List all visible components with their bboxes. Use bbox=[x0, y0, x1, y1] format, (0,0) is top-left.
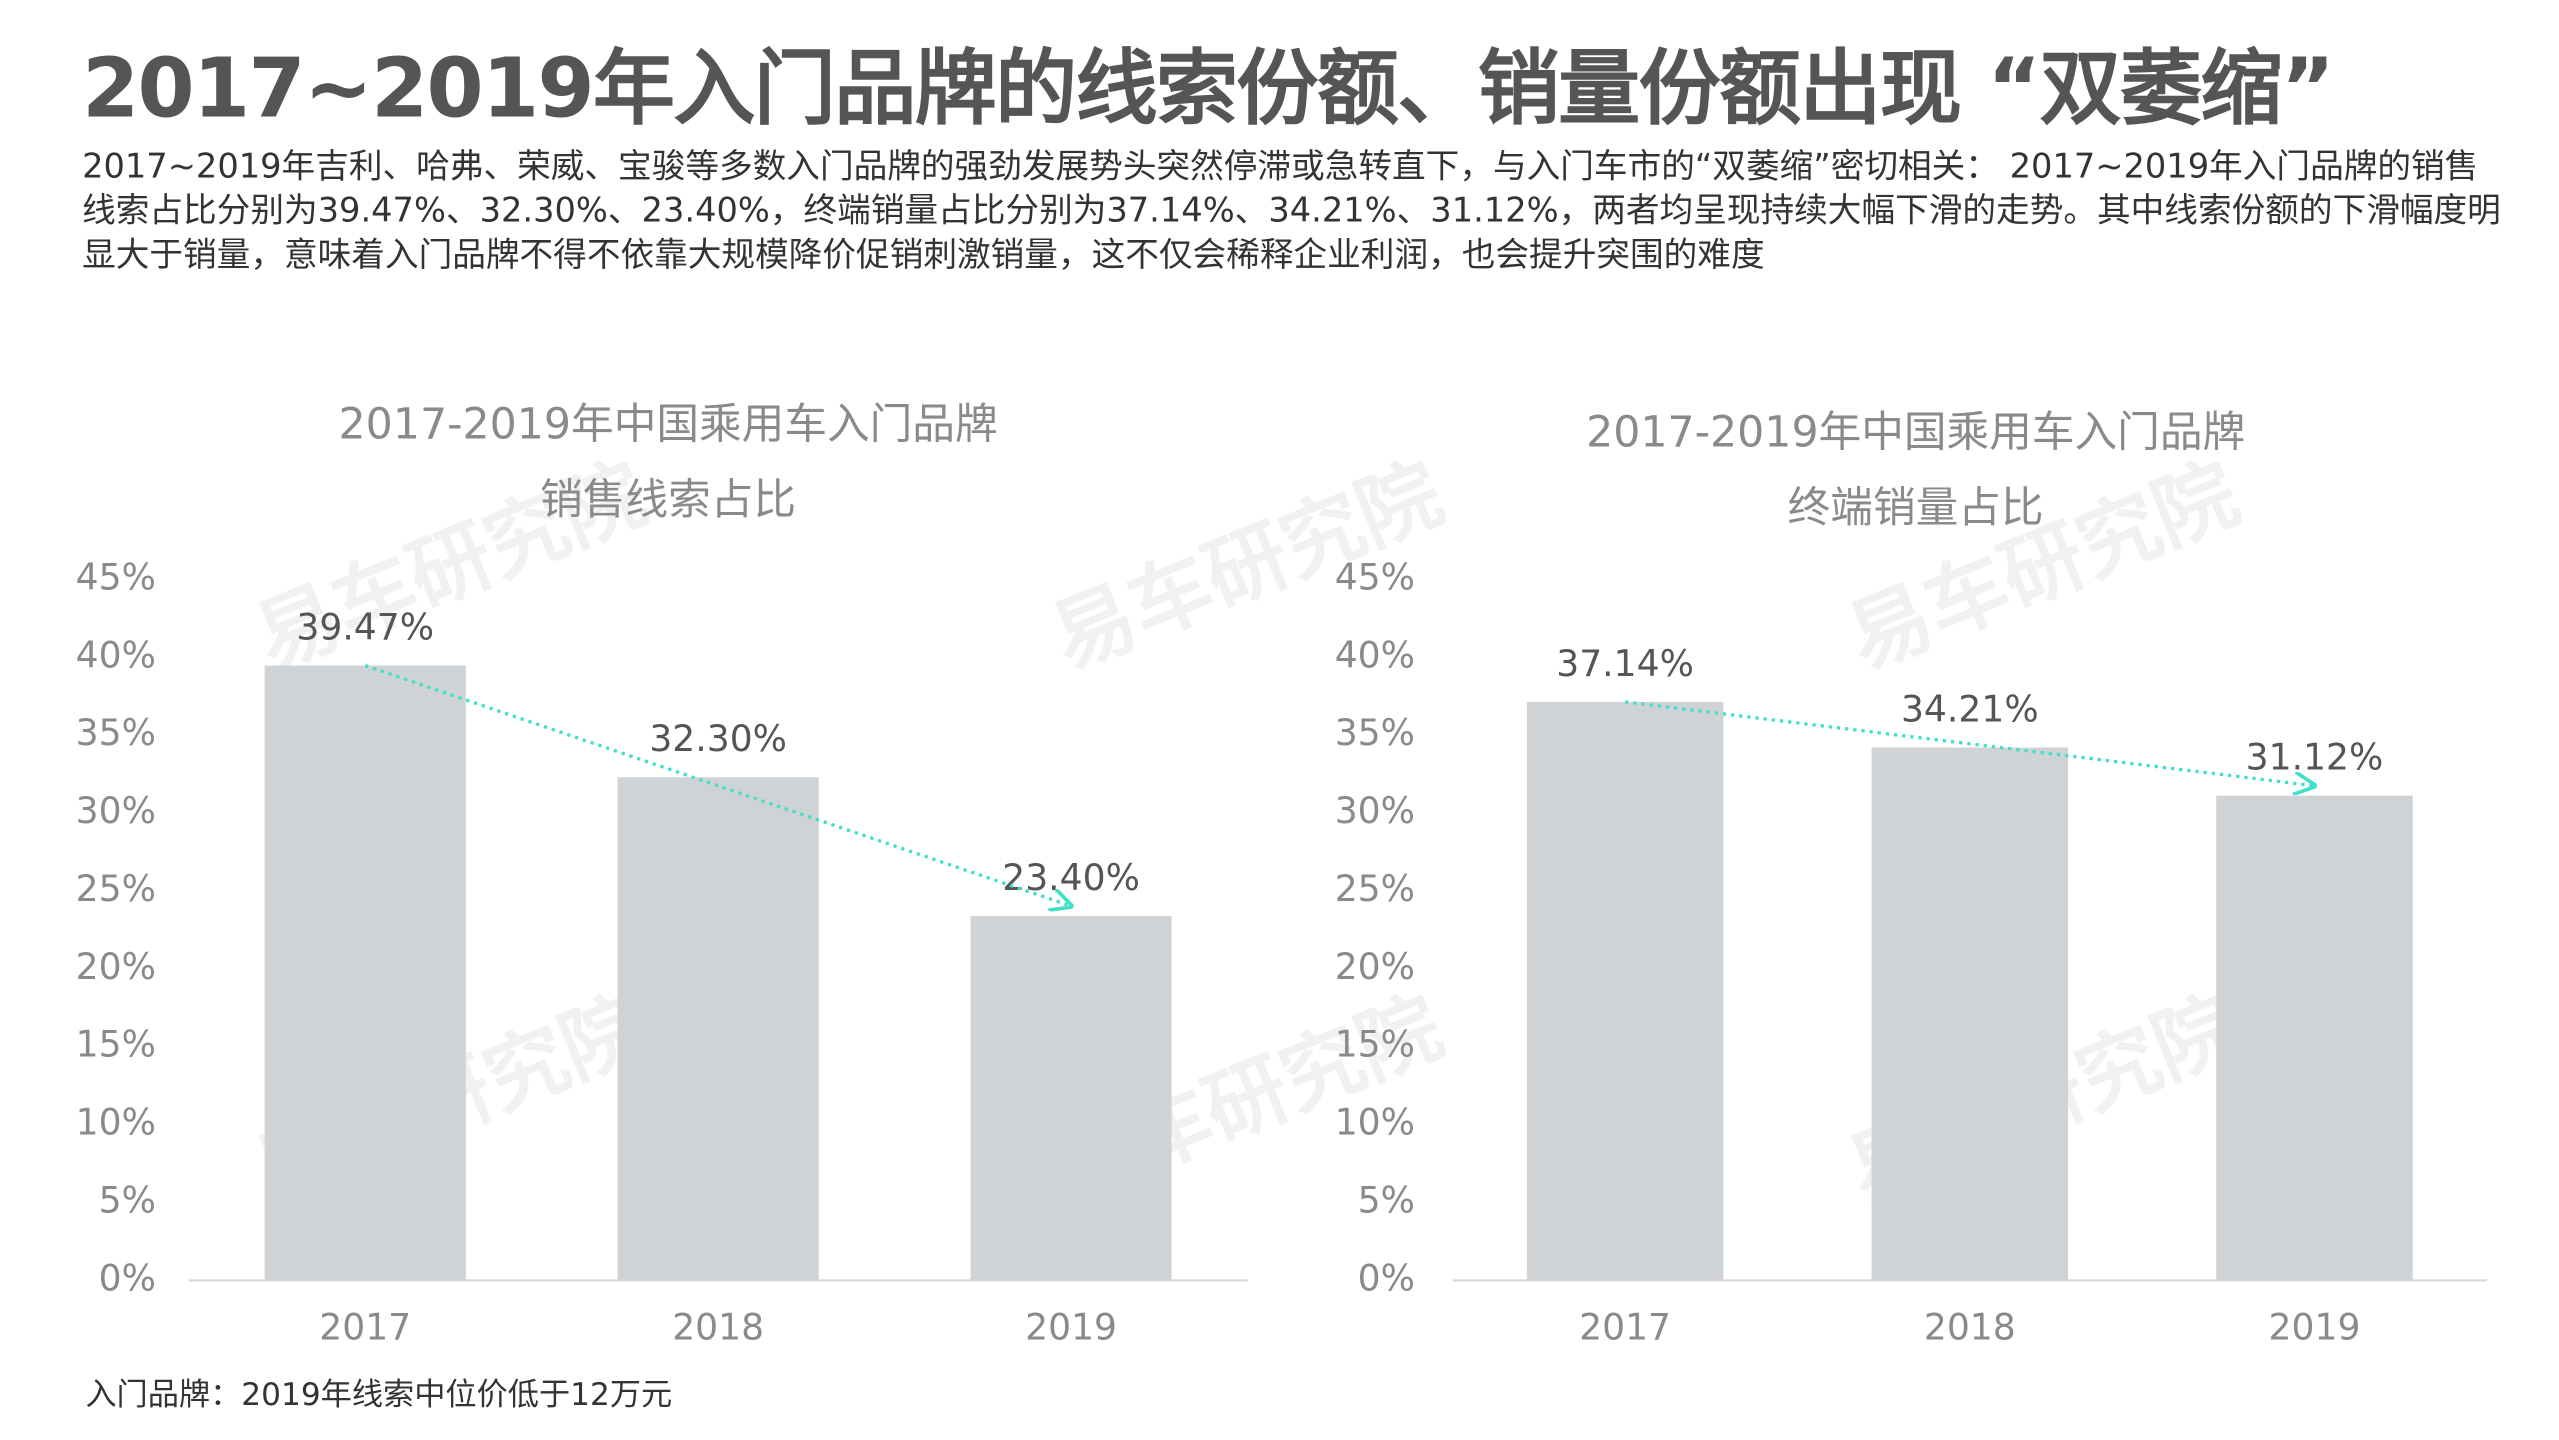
x-tick-label: 2018 bbox=[1924, 1306, 2016, 1349]
y-tick-label: 15% bbox=[76, 1023, 156, 1066]
y-tick-label: 45% bbox=[76, 555, 156, 598]
y-tick-label: 45% bbox=[1335, 555, 1415, 598]
bar bbox=[264, 665, 466, 1281]
y-tick-label: 40% bbox=[76, 633, 156, 676]
y-tick-label: 35% bbox=[1335, 711, 1415, 754]
y-tick-label: 0% bbox=[1358, 1256, 1415, 1299]
x-tick-label: 2017 bbox=[1579, 1306, 1671, 1349]
y-tick-label: 0% bbox=[99, 1256, 156, 1299]
bar bbox=[1871, 747, 2069, 1281]
chart-subtitle: 销售线索占比 bbox=[540, 475, 796, 525]
y-tick-label: 30% bbox=[1335, 789, 1415, 832]
chart-title: 2017-2019年中国乘用车入门品牌 bbox=[339, 399, 998, 449]
y-tick-label: 25% bbox=[76, 867, 156, 910]
description: 2017~2019年吉利、哈弗、荣威、宝骏等多数入门品牌的强劲发展势头突然停滞或… bbox=[82, 146, 2501, 275]
x-tick-label: 2018 bbox=[672, 1306, 764, 1349]
trend-arrow bbox=[1624, 700, 2314, 786]
page-title: 2017~2019年入门品牌的线索份额、销量份额出现 “双萎缩” bbox=[82, 41, 2335, 137]
value-label: 23.40% bbox=[1002, 856, 1140, 899]
y-tick-label: 20% bbox=[1335, 945, 1415, 988]
bar bbox=[970, 915, 1172, 1281]
value-label: 34.21% bbox=[1901, 687, 2039, 730]
value-label: 39.47% bbox=[296, 605, 434, 648]
y-tick-label: 15% bbox=[1335, 1023, 1415, 1066]
bar bbox=[2216, 795, 2413, 1281]
y-tick-label: 30% bbox=[76, 789, 156, 832]
y-tick-label: 10% bbox=[76, 1101, 156, 1144]
x-tick-label: 2019 bbox=[2269, 1306, 2361, 1349]
y-tick-label: 40% bbox=[1335, 633, 1415, 676]
value-label: 37.14% bbox=[1556, 642, 1694, 685]
value-label: 32.30% bbox=[649, 717, 787, 760]
chart-subtitle: 终端销量占比 bbox=[1788, 483, 2044, 533]
chart-title: 2017-2019年中国乘用车入门品牌 bbox=[1586, 407, 2245, 457]
y-tick-label: 10% bbox=[1335, 1101, 1415, 1144]
trend-arrow bbox=[364, 664, 1071, 906]
footnote: 入门品牌：2019年线索中位价低于12万元 bbox=[85, 1377, 673, 1414]
bar bbox=[617, 777, 819, 1281]
y-tick-label: 5% bbox=[1358, 1178, 1415, 1221]
value-label: 31.12% bbox=[2246, 736, 2384, 779]
x-tick-label: 2019 bbox=[1025, 1306, 1117, 1349]
y-tick-label: 35% bbox=[76, 711, 156, 754]
bar bbox=[1526, 701, 1724, 1281]
x-tick-label: 2017 bbox=[319, 1306, 411, 1349]
y-tick-label: 20% bbox=[76, 945, 156, 988]
y-tick-label: 25% bbox=[1335, 867, 1415, 910]
y-tick-label: 5% bbox=[99, 1178, 156, 1221]
